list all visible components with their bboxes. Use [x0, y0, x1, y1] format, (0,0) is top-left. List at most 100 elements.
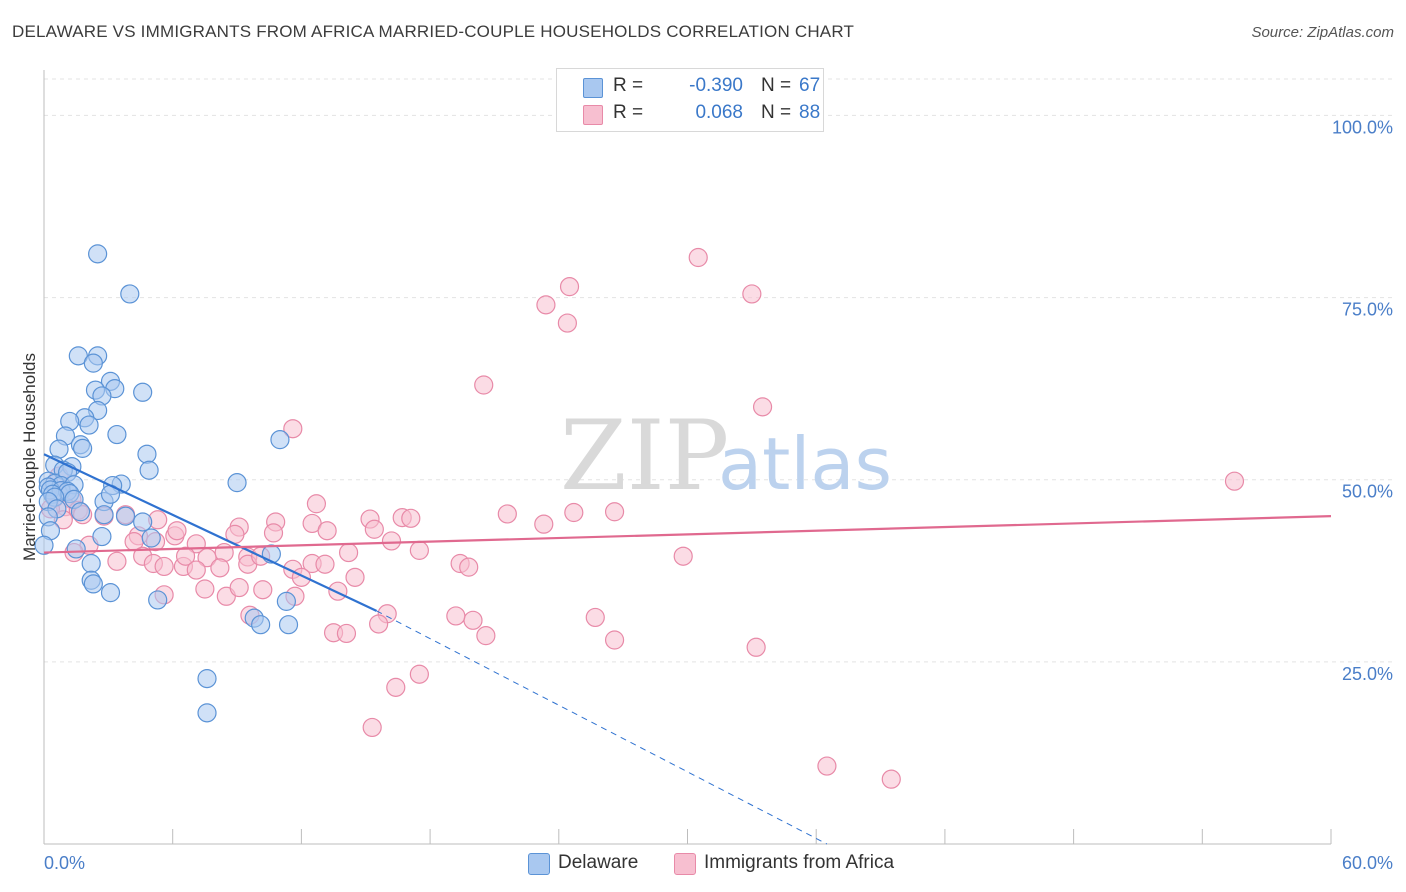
delaware-point — [270, 430, 290, 450]
africa-point — [409, 664, 429, 684]
africa-point — [446, 606, 466, 626]
delaware-point — [94, 505, 114, 525]
africa-point — [315, 554, 335, 574]
legend-n-value: 88 — [799, 102, 821, 123]
source-note: Source: ZipAtlas.com — [1251, 24, 1394, 41]
watermark-atlas: atlas — [718, 422, 892, 506]
y-axis-label: Married-couple Households — [20, 353, 39, 561]
bottom-legend-label: Delaware — [558, 852, 639, 873]
y-tick-labels: 25.0% 50.0% 75.0% 100.0% — [1332, 117, 1393, 683]
legend-swatch-africa — [583, 105, 603, 125]
delaware-point — [100, 583, 121, 603]
watermark: ZIP atlas — [560, 400, 892, 512]
africa-point — [559, 277, 580, 297]
delaware-point — [83, 353, 103, 373]
delaware-point — [139, 460, 159, 480]
delaware-point — [137, 444, 157, 464]
delaware-point — [115, 506, 136, 526]
delaware-point — [73, 438, 93, 458]
africa-point — [229, 577, 249, 598]
africa-point — [673, 546, 693, 566]
africa-point — [604, 630, 625, 650]
africa-point — [752, 397, 773, 417]
delaware-point — [133, 512, 153, 532]
africa-point — [369, 614, 389, 634]
africa-point — [497, 504, 517, 524]
y-tick-label: 25.0% — [1342, 664, 1393, 684]
delaware-point — [197, 669, 217, 689]
delaware-point — [66, 539, 86, 559]
delaware-point — [197, 703, 217, 723]
africa-point — [746, 637, 766, 657]
africa-point — [253, 580, 273, 600]
bottom-legend-swatch-africa — [674, 853, 696, 875]
africa-point — [386, 677, 406, 697]
africa-point — [564, 502, 584, 523]
africa-point — [306, 494, 327, 514]
africa-point — [381, 531, 402, 551]
africa-point — [364, 519, 384, 539]
africa-point — [167, 521, 187, 541]
africa-point — [536, 295, 556, 315]
africa-point — [688, 247, 708, 268]
africa-point — [742, 284, 762, 304]
africa-trend-line — [43, 515, 1332, 554]
delaware-point — [133, 382, 153, 402]
africa-point — [328, 581, 348, 601]
africa-point — [459, 557, 479, 577]
africa-point — [263, 523, 284, 543]
gridlines — [44, 78, 1393, 663]
delaware-point — [227, 473, 247, 493]
delaware-point — [83, 574, 103, 594]
delaware-trend-extension — [376, 610, 828, 845]
africa-point — [409, 540, 429, 560]
delaware-trend-line — [43, 453, 377, 612]
africa-point — [154, 556, 174, 577]
africa-point — [881, 769, 901, 789]
x-tick-marks — [172, 829, 1332, 844]
africa-point — [210, 558, 230, 578]
y-tick-label: 50.0% — [1342, 482, 1393, 502]
delaware-point — [276, 591, 296, 611]
africa-point — [107, 551, 127, 571]
legend-n-label: N = — [761, 75, 792, 96]
delaware-point — [120, 284, 140, 304]
x-tick-label-min: 0.0% — [44, 853, 85, 873]
delaware-point — [251, 615, 271, 635]
delaware-point — [34, 535, 54, 555]
legend-r-label: R = — [613, 75, 644, 96]
africa-point — [175, 546, 196, 566]
africa-point — [463, 610, 483, 630]
africa-point — [362, 717, 382, 738]
stats-legend: R = -0.390 N = 67 R = 0.068 N = 88 — [556, 68, 824, 132]
delaware-point — [49, 439, 69, 459]
delaware-point — [141, 528, 161, 548]
africa-point — [474, 375, 494, 395]
x-tick-label-max: 60.0% — [1342, 853, 1393, 873]
africa-point — [476, 626, 496, 646]
delaware-points — [34, 244, 299, 723]
africa-point — [585, 607, 605, 628]
africa-point — [317, 521, 337, 541]
legend-r-value: 0.068 — [695, 102, 743, 123]
africa-point — [186, 560, 206, 580]
bottom-legend-label: Immigrants from Africa — [704, 852, 895, 873]
legend-r-value: -0.390 — [689, 75, 743, 96]
delaware-point — [88, 244, 108, 264]
africa-point — [557, 313, 577, 333]
delaware-point — [148, 590, 168, 610]
delaware-point — [81, 553, 101, 574]
delaware-point — [79, 415, 99, 435]
legend-swatch-delaware — [583, 78, 603, 98]
africa-point — [817, 756, 837, 776]
africa-point — [336, 623, 357, 644]
africa-point — [1224, 471, 1245, 491]
africa-point — [604, 502, 625, 522]
y-tick-label: 100.0% — [1332, 117, 1393, 137]
delaware-point — [278, 615, 299, 635]
trend-lines — [43, 453, 1332, 845]
africa-point — [345, 567, 365, 587]
legend-n-value: 67 — [799, 75, 821, 96]
legend-n-label: N = — [761, 102, 792, 123]
